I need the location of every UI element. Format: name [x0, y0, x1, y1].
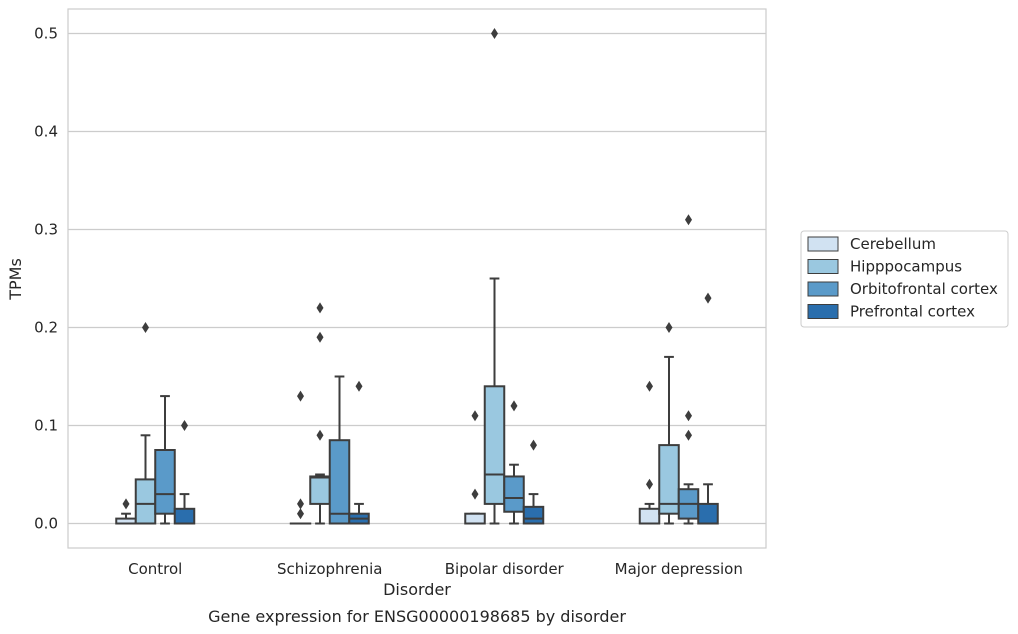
- box-body: [522, 505, 545, 525]
- plot-area-frame: [67, 8, 767, 549]
- x-axis-ticks: Control Schizophrenia Bipolar disorder Majo…: [128, 560, 743, 578]
- legend-label: Prefrontal cortex: [850, 303, 975, 321]
- outlier-0: [646, 478, 653, 490]
- outlier-2: [685, 214, 692, 226]
- box-body: [638, 507, 661, 525]
- box-0-3: [173, 420, 196, 525]
- box-body: [697, 502, 719, 525]
- legend-item-2: Orbitofrontal cortex: [807, 280, 998, 298]
- box-body: [173, 507, 196, 525]
- legend-item-3: Prefrontal cortex: [807, 303, 975, 321]
- box-1-1: [309, 302, 331, 525]
- legend-swatch: [807, 259, 839, 274]
- legend-label: Cerebellum: [850, 235, 936, 253]
- outlier-0: [142, 322, 149, 333]
- y-tick-label-3: 0.3: [34, 221, 58, 239]
- box-body: [503, 475, 525, 513]
- outlier-0: [510, 400, 518, 412]
- outlier-0: [316, 429, 324, 441]
- outlier-0: [122, 498, 130, 510]
- box-body: [154, 449, 176, 515]
- box-0-1: [134, 322, 157, 525]
- box-1-2: [328, 375, 351, 525]
- outlier-0: [530, 439, 537, 451]
- outlier-1: [685, 410, 692, 422]
- box-body: [658, 444, 680, 515]
- outlier-0: [665, 322, 673, 333]
- box-3-1: [658, 322, 680, 525]
- box-3-2: [677, 214, 700, 525]
- x-tick-label-0: Control: [128, 560, 182, 578]
- x-tick-label-3: Major depression: [615, 560, 743, 578]
- legend-swatch: [807, 304, 839, 319]
- legend-item-1: Hipppocampus: [807, 258, 962, 276]
- outlier-0: [471, 488, 479, 500]
- outlier-1: [646, 380, 653, 392]
- box-3-0: [638, 380, 661, 525]
- legend-swatch: [807, 281, 839, 297]
- outlier-2: [316, 302, 324, 314]
- outlier-0: [491, 28, 498, 39]
- box-body: [309, 475, 331, 505]
- y-tick-label-4: 0.4: [34, 123, 58, 141]
- outlier-1: [471, 410, 479, 422]
- legend-frame: [800, 230, 1009, 328]
- box-body: [483, 385, 506, 505]
- box-2-1: [483, 28, 506, 525]
- x-tick-label-1: Schizophrenia: [277, 560, 382, 578]
- box-3-3: [697, 292, 719, 525]
- box-2-0: [464, 410, 486, 525]
- box-body: [328, 439, 351, 525]
- outlier-0: [181, 420, 188, 431]
- legend-item-0: Cerebellum: [807, 235, 936, 253]
- box-2-2: [503, 400, 525, 525]
- outlier-0: [704, 292, 712, 304]
- boxes: [115, 28, 719, 525]
- y-tick-label-2: 0.2: [34, 319, 58, 337]
- box-0-2: [154, 395, 176, 525]
- x-axis-label: Disorder: [383, 580, 451, 599]
- y-axis-ticks: 0.0 0.1 0.2 0.3 0.4 0.5: [34, 25, 58, 533]
- box-2-3: [522, 439, 545, 525]
- box-body: [464, 512, 486, 525]
- outlier-0: [355, 380, 363, 392]
- y-tick-label-0: 0.0: [34, 515, 58, 533]
- y-tick-label-1: 0.1: [34, 417, 58, 435]
- outlier-1: [297, 498, 304, 510]
- box-body: [134, 478, 157, 525]
- outlier-2: [297, 390, 304, 402]
- x-tick-label-2: Bipolar disorder: [445, 560, 565, 578]
- outlier-1: [316, 331, 324, 343]
- box-1-0: [289, 390, 312, 525]
- y-tick-label-5: 0.5: [34, 25, 58, 43]
- box-0-0: [115, 498, 137, 525]
- legend-label: Hipppocampus: [850, 258, 962, 276]
- legend-label: Orbitofrontal cortex: [850, 280, 998, 298]
- legend-swatch: [807, 236, 839, 252]
- y-axis-label: TPMs: [6, 258, 25, 301]
- outlier-0: [685, 429, 692, 441]
- chart-caption: Gene expression for ENSG00000198685 by d…: [208, 607, 626, 626]
- outlier-0: [297, 508, 304, 520]
- legend: Cerebellum Hipppocampus Orbitofrontal cort…: [800, 230, 1009, 328]
- box-1-3: [348, 380, 370, 525]
